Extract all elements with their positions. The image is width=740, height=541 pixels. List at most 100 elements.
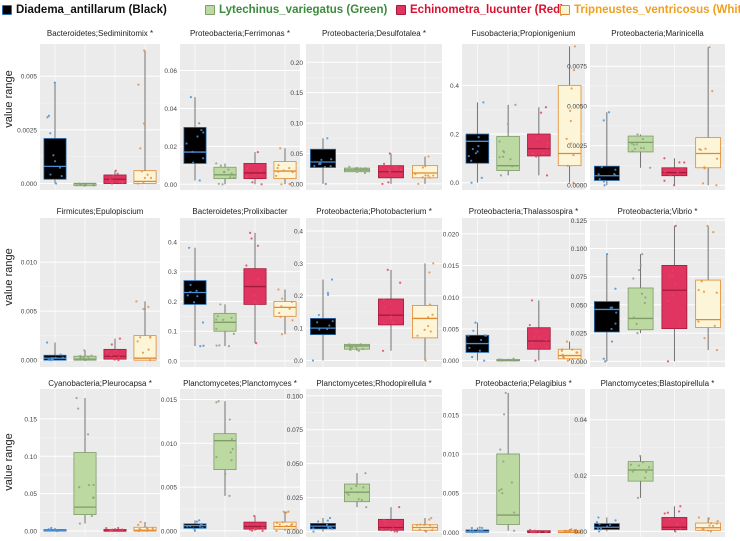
data-point bbox=[474, 152, 477, 155]
data-point bbox=[201, 526, 204, 529]
data-point bbox=[677, 510, 681, 513]
data-point bbox=[678, 161, 681, 164]
data-point bbox=[313, 164, 316, 168]
data-point bbox=[195, 289, 198, 292]
data-point bbox=[391, 321, 395, 324]
data-point bbox=[201, 321, 205, 324]
data-point bbox=[227, 168, 230, 171]
data-point bbox=[108, 529, 112, 532]
data-point bbox=[61, 356, 64, 359]
data-point bbox=[531, 345, 535, 348]
panel-title: Proteobacteria;Marinicella bbox=[611, 29, 704, 38]
data-point bbox=[391, 164, 394, 168]
data-point bbox=[383, 321, 386, 325]
data-point bbox=[663, 157, 666, 160]
data-point bbox=[648, 466, 651, 469]
data-point bbox=[255, 342, 258, 345]
data-point bbox=[545, 345, 549, 349]
data-point bbox=[146, 173, 149, 176]
data-point bbox=[381, 182, 384, 186]
y-tick-label: 0.15 bbox=[290, 90, 303, 97]
data-point bbox=[253, 174, 256, 177]
data-point bbox=[568, 529, 571, 532]
data-point bbox=[680, 166, 683, 170]
y-tick-label: 0.02 bbox=[164, 144, 177, 151]
panel-title: Firmicutes;Epulopiscium bbox=[57, 207, 144, 216]
data-point bbox=[326, 291, 330, 294]
data-point bbox=[573, 529, 576, 532]
data-point bbox=[256, 244, 260, 247]
data-point bbox=[393, 530, 396, 533]
box bbox=[627, 287, 654, 331]
data-point bbox=[189, 524, 192, 528]
data-point bbox=[386, 268, 389, 271]
data-point bbox=[566, 164, 569, 167]
data-point bbox=[396, 523, 399, 526]
data-point bbox=[355, 484, 358, 488]
data-point bbox=[571, 348, 574, 351]
data-point bbox=[602, 180, 606, 183]
y-tick-label: 0.015 bbox=[443, 263, 460, 270]
data-point bbox=[363, 171, 367, 175]
data-point bbox=[327, 526, 330, 530]
data-point bbox=[52, 357, 55, 360]
data-point bbox=[702, 528, 705, 531]
data-point bbox=[87, 483, 91, 487]
data-point bbox=[280, 183, 283, 186]
data-point bbox=[245, 167, 249, 170]
data-point bbox=[632, 316, 635, 319]
data-point bbox=[671, 275, 674, 278]
data-point bbox=[140, 170, 143, 173]
data-point bbox=[117, 529, 121, 533]
data-point bbox=[82, 184, 86, 187]
data-point bbox=[415, 523, 419, 527]
panel-background bbox=[590, 389, 725, 537]
data-point bbox=[598, 178, 601, 181]
data-point bbox=[668, 517, 671, 520]
box bbox=[496, 453, 520, 525]
data-point bbox=[360, 498, 363, 502]
y-tick-label: 0.2 bbox=[168, 299, 177, 306]
data-point bbox=[474, 530, 477, 534]
data-point bbox=[636, 496, 640, 500]
data-point bbox=[673, 282, 677, 286]
data-point bbox=[546, 141, 549, 145]
data-point bbox=[281, 297, 284, 300]
data-point bbox=[326, 137, 329, 140]
data-point bbox=[599, 528, 602, 531]
data-point bbox=[421, 176, 424, 179]
data-point bbox=[317, 313, 320, 317]
data-point bbox=[671, 294, 674, 297]
data-point bbox=[398, 506, 401, 509]
data-point bbox=[474, 321, 477, 324]
data-point bbox=[325, 523, 329, 526]
data-point bbox=[54, 528, 57, 532]
data-point bbox=[59, 353, 62, 356]
data-point bbox=[60, 174, 63, 178]
data-point bbox=[192, 301, 196, 304]
data-point bbox=[597, 530, 601, 533]
data-point bbox=[231, 447, 234, 451]
data-point bbox=[389, 528, 392, 531]
data-point bbox=[602, 119, 605, 122]
box bbox=[527, 133, 551, 157]
data-point bbox=[399, 168, 402, 171]
data-point bbox=[562, 356, 566, 359]
data-point bbox=[425, 530, 428, 533]
data-point bbox=[702, 290, 706, 293]
data-point bbox=[215, 344, 218, 347]
y-tick-label: 0.000 bbox=[443, 530, 460, 537]
data-point bbox=[326, 293, 330, 297]
data-point bbox=[288, 166, 291, 170]
data-point bbox=[348, 343, 351, 346]
data-point bbox=[137, 529, 140, 533]
data-point bbox=[151, 527, 154, 530]
box bbox=[183, 127, 207, 164]
data-point bbox=[424, 359, 427, 362]
data-point bbox=[312, 530, 315, 533]
data-point bbox=[275, 521, 279, 525]
data-point bbox=[669, 173, 672, 177]
data-point bbox=[476, 150, 479, 153]
data-point bbox=[532, 531, 535, 534]
data-point bbox=[545, 338, 548, 342]
